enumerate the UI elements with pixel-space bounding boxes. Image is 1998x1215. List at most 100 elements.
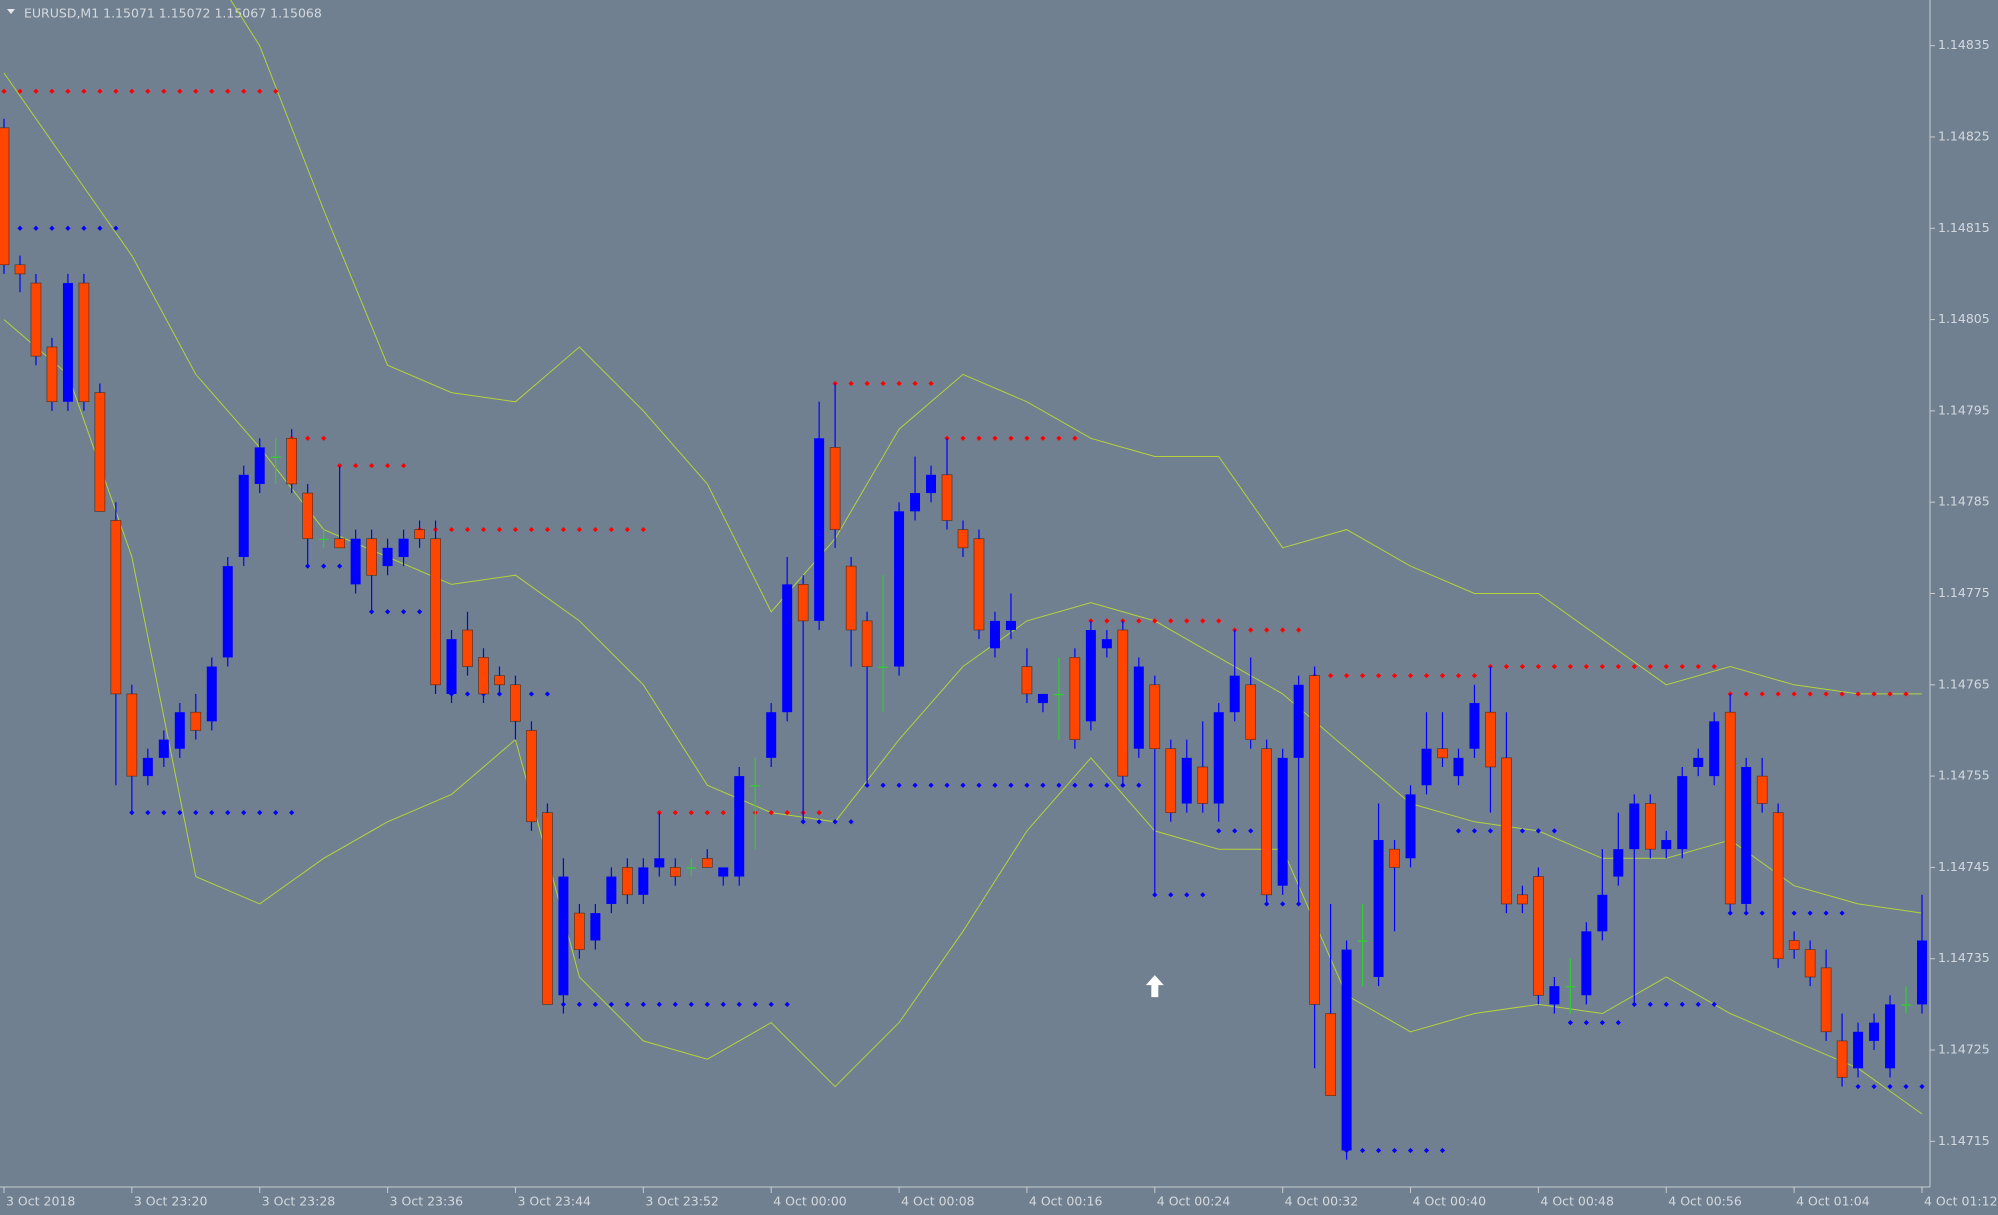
candle-body	[957, 529, 969, 549]
candle-body	[1005, 620, 1016, 631]
fractal-dot	[1232, 828, 1238, 834]
x-tick-label: 3 Oct 23:28	[262, 1194, 336, 1209]
fractal-dot	[400, 463, 407, 469]
plot-area	[0, 0, 1927, 1160]
candle-body	[1197, 766, 1209, 804]
fractal-dot	[976, 435, 982, 441]
fractal-dot	[113, 88, 119, 94]
fractal-dot	[608, 1001, 614, 1007]
fractal-dot	[177, 810, 183, 816]
fractal-dot	[209, 810, 215, 816]
y-tick-label: 1.14795	[1938, 402, 1990, 417]
fractal-dot	[161, 810, 167, 816]
fractal-level	[1, 88, 279, 94]
fractal-dot	[672, 1001, 678, 1007]
candle-body	[94, 392, 106, 512]
candle-body	[1325, 1013, 1336, 1096]
fractal-dot	[1791, 910, 1797, 916]
fractal-dot	[1535, 828, 1541, 834]
fractal-dot	[1887, 1083, 1893, 1090]
candle-body	[1229, 675, 1240, 713]
candle-body	[1101, 639, 1112, 649]
candle-body	[622, 867, 633, 896]
candle-body	[142, 757, 153, 777]
fractal-dot	[1887, 691, 1893, 697]
fractal-dot	[1711, 663, 1717, 670]
fractal-dot	[576, 1001, 582, 1007]
fractal-dot	[1152, 892, 1158, 898]
candle-body	[1165, 748, 1177, 813]
fractal-dot	[528, 526, 535, 533]
candle-body	[638, 867, 649, 895]
y-tick-label: 1.14815	[1938, 220, 1990, 235]
candle-body	[941, 474, 953, 521]
candle-body	[669, 867, 681, 877]
fractal-dot	[145, 88, 151, 94]
fractal-dot	[896, 782, 902, 788]
candle-body	[718, 867, 729, 877]
fractal-dot	[928, 782, 934, 788]
menu-triangle[interactable]	[7, 9, 15, 14]
fractal-dot	[1695, 1001, 1701, 1007]
fractal-dot	[672, 810, 678, 816]
fractal-dot	[1264, 627, 1270, 633]
fractal-level	[800, 819, 854, 825]
candle-body	[1661, 840, 1672, 850]
fractal-dot	[17, 88, 23, 94]
candle-body	[845, 565, 857, 631]
fractal-dot	[768, 1001, 774, 1007]
fractal-dot	[1455, 828, 1462, 834]
fractal-dot	[1359, 673, 1366, 679]
fractal-dot	[65, 88, 71, 94]
y-tick-label: 1.14745	[1938, 859, 1990, 874]
fractal-dot	[369, 463, 375, 469]
x-tick-label: 3 Oct 2018	[6, 1194, 75, 1209]
fractal-dot	[1248, 627, 1254, 633]
fractal-dot	[1056, 435, 1062, 441]
fractal-level	[1088, 618, 1222, 624]
fractal-dot	[832, 819, 838, 825]
candle-body	[558, 876, 569, 996]
fractal-dot	[880, 380, 886, 387]
fractal-dot	[1024, 782, 1030, 788]
fractal-level	[1855, 1083, 1925, 1090]
x-tick-label: 4 Oct 00:16	[1029, 1194, 1103, 1209]
candle-body	[1724, 711, 1736, 905]
fractal-dot	[353, 463, 359, 469]
fractal-dot	[1663, 1001, 1669, 1007]
fractal-level	[1312, 673, 1478, 679]
candle-body	[814, 438, 825, 621]
fractal-dot	[1839, 910, 1845, 916]
candle-body	[1357, 940, 1368, 942]
fractal-dot	[960, 435, 966, 441]
fractal-dot	[385, 609, 391, 615]
candle-body	[1261, 748, 1272, 896]
fractal-dot	[1775, 691, 1781, 697]
candle-body	[894, 511, 905, 667]
candle-body	[1037, 693, 1048, 704]
fractal-dot	[928, 380, 934, 387]
fractal-dot	[321, 435, 327, 441]
fractal-dot	[1519, 828, 1526, 834]
fractal-dot	[1823, 691, 1829, 697]
fractal-dot	[1855, 1083, 1861, 1090]
fractal-dot	[1535, 663, 1541, 670]
candle-body	[478, 657, 489, 695]
fractal-dot	[1615, 1020, 1621, 1026]
fractal-level	[560, 1001, 790, 1007]
fractal-dot	[912, 782, 918, 788]
candle-body	[1517, 894, 1528, 905]
candle-body	[1756, 775, 1768, 804]
fractal-dot	[1, 88, 7, 94]
candle-body	[1820, 967, 1832, 1033]
fractal-dot	[1008, 435, 1014, 441]
fractal-dot	[1375, 673, 1382, 679]
fractal-level	[416, 526, 646, 533]
fractal-dot	[1599, 1020, 1605, 1026]
fractal-dot	[816, 819, 822, 825]
fractal-dot	[1296, 627, 1302, 633]
fractal-level	[17, 225, 119, 231]
fractal-dot	[1711, 1001, 1717, 1007]
candle-body	[1597, 894, 1608, 932]
fractal-dot	[1359, 1147, 1366, 1154]
